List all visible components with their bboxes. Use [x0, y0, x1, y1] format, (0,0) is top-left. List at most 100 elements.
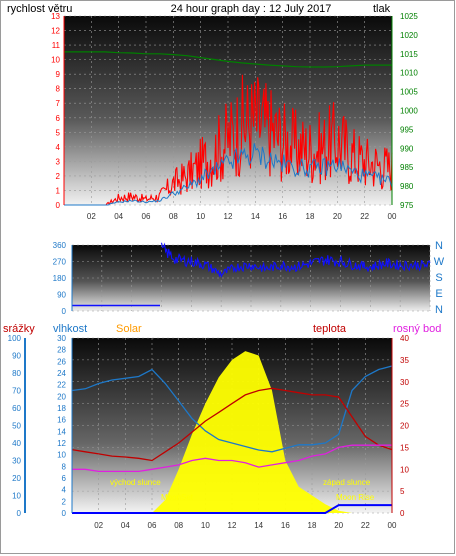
direction-tick-label: 270 — [53, 258, 67, 267]
wind-speed-line — [64, 74, 393, 206]
pressure-tick-label: 1000 — [400, 107, 418, 116]
compass-label: N — [435, 240, 443, 252]
x-tick-label: 02 — [87, 212, 96, 221]
humidity-tick-label: 10 — [57, 451, 66, 460]
chart-title: 24 hour graph day : 12 July 2017 — [171, 3, 332, 15]
temp-humidity-series — [71, 351, 393, 514]
temperature-tick-label: 40 — [400, 334, 409, 343]
temperature-tick-label: 20 — [400, 422, 409, 431]
pressure-tick-label: 990 — [400, 144, 414, 153]
solar-area — [72, 351, 392, 513]
wind-direction-series — [72, 242, 431, 307]
wind-tick-label: 13 — [51, 12, 60, 21]
x-tick-label: 14 — [254, 521, 263, 530]
x-tick-label: 04 — [121, 521, 130, 530]
temperature-tick-label: 35 — [400, 356, 409, 365]
precip-tick-label: 10 — [12, 492, 21, 501]
wind-tick-label: 6 — [56, 114, 61, 123]
dewpoint-line — [72, 444, 392, 473]
pressure-tick-label: 1020 — [400, 31, 418, 40]
wind-tick-label: 11 — [52, 41, 61, 50]
pressure-tick-label: 1025 — [400, 12, 418, 21]
precip-tick-label: 70 — [12, 387, 21, 396]
wind-pressure-series — [64, 51, 393, 206]
humidity-tick-label: 4 — [62, 486, 67, 495]
temp-humidity-axes: 02 04 06 08 10 12 14 16 18 20 22 000510152025303540… — [8, 334, 410, 530]
rain-line — [72, 504, 392, 514]
precip-tick-label: 60 — [12, 404, 21, 413]
humidity-tick-label: 16 — [57, 416, 66, 425]
direction-tick-label: 90 — [57, 291, 66, 300]
sunset-annotation: západ slunce — [323, 478, 371, 487]
temperature-tick-label: 30 — [400, 378, 409, 387]
x-tick-label: 00 — [388, 521, 397, 530]
wind-tick-label: 8 — [56, 85, 61, 94]
wind-tick-label: 1 — [56, 186, 61, 195]
x-tick-label: 06 — [148, 521, 157, 530]
x-tick-label: 16 — [278, 212, 287, 221]
pressure-tick-label: 975 — [400, 201, 414, 210]
temperature-tick-label: 15 — [400, 443, 409, 452]
wind-pressure-axes: 02 04 06 08 10 12 14 16 18 20 22 000123456789101112… — [51, 12, 418, 221]
x-tick-label: 18 — [306, 212, 315, 221]
wind-pressure-grid — [64, 15, 393, 206]
pressure-tick-label: 1005 — [400, 88, 418, 97]
x-tick-label: 22 — [361, 521, 370, 530]
wind-tick-label: 3 — [56, 157, 61, 166]
x-tick-label: 14 — [251, 212, 260, 221]
humidity-line — [71, 365, 393, 453]
x-tick-label: 06 — [142, 212, 151, 221]
humidity-tick-label: 6 — [62, 474, 67, 483]
pressure-tick-label: 980 — [400, 182, 414, 191]
wind-tick-label: 2 — [56, 172, 61, 181]
x-tick-label: 10 — [196, 212, 205, 221]
precip-tick-label: 20 — [12, 474, 21, 483]
temperature-tick-label: 25 — [400, 400, 409, 409]
dewpoint-axis-title: rosný bod — [393, 323, 441, 335]
x-tick-label: 22 — [360, 212, 369, 221]
humidity-axis-title: vlhkost — [53, 323, 87, 335]
precip-tick-label: 40 — [12, 439, 21, 448]
x-tick-label: 00 — [388, 212, 397, 221]
humidity-tick-label: 26 — [57, 357, 66, 366]
wind-tick-label: 4 — [56, 143, 61, 152]
temperature-tick-label: 5 — [400, 487, 405, 496]
x-tick-label: 12 — [228, 521, 237, 530]
temperature-tick-label: 10 — [400, 465, 409, 474]
direction-line — [160, 242, 431, 278]
temperature-axis-title: teplota — [313, 323, 347, 335]
pressure-tick-label: 1015 — [400, 50, 418, 59]
wind-tick-label: 9 — [56, 70, 61, 79]
humidity-tick-label: 14 — [57, 427, 66, 436]
pressure-axis-title: tlak — [373, 3, 391, 15]
humidity-tick-label: 24 — [57, 369, 66, 378]
x-tick-label: 04 — [114, 212, 123, 221]
x-tick-label: 18 — [308, 521, 317, 530]
solar-axis-title: Solar — [116, 323, 142, 335]
pressure-tick-label: 1010 — [400, 69, 418, 78]
humidity-tick-label: 22 — [57, 381, 66, 390]
x-tick-label: 12 — [224, 212, 233, 221]
compass-label: S — [435, 272, 442, 284]
x-tick-label: 10 — [201, 521, 210, 530]
wind-tick-label: 0 — [56, 201, 61, 210]
temperature-line — [71, 387, 393, 462]
precip-tick-label: 0 — [17, 509, 22, 518]
direction-tick-label: 0 — [62, 307, 67, 316]
pressure-line — [64, 51, 392, 68]
precip-tick-label: 80 — [12, 369, 21, 378]
x-tick-label: 08 — [169, 212, 178, 221]
direction-tick-label: 360 — [53, 241, 67, 250]
compass-label: E — [435, 288, 442, 300]
moonset-annotation: MoonSet — [161, 493, 194, 502]
wind-average-line — [64, 143, 393, 206]
direction-tick-label: 180 — [53, 274, 67, 283]
precip-tick-label: 30 — [12, 457, 21, 466]
pressure-tick-label: 985 — [400, 163, 414, 172]
wind-tick-label: 10 — [51, 56, 60, 65]
x-tick-label: 16 — [281, 521, 290, 530]
moonrise-annotation: Moon Rise — [336, 493, 375, 502]
wind-direction-grid — [72, 244, 431, 312]
